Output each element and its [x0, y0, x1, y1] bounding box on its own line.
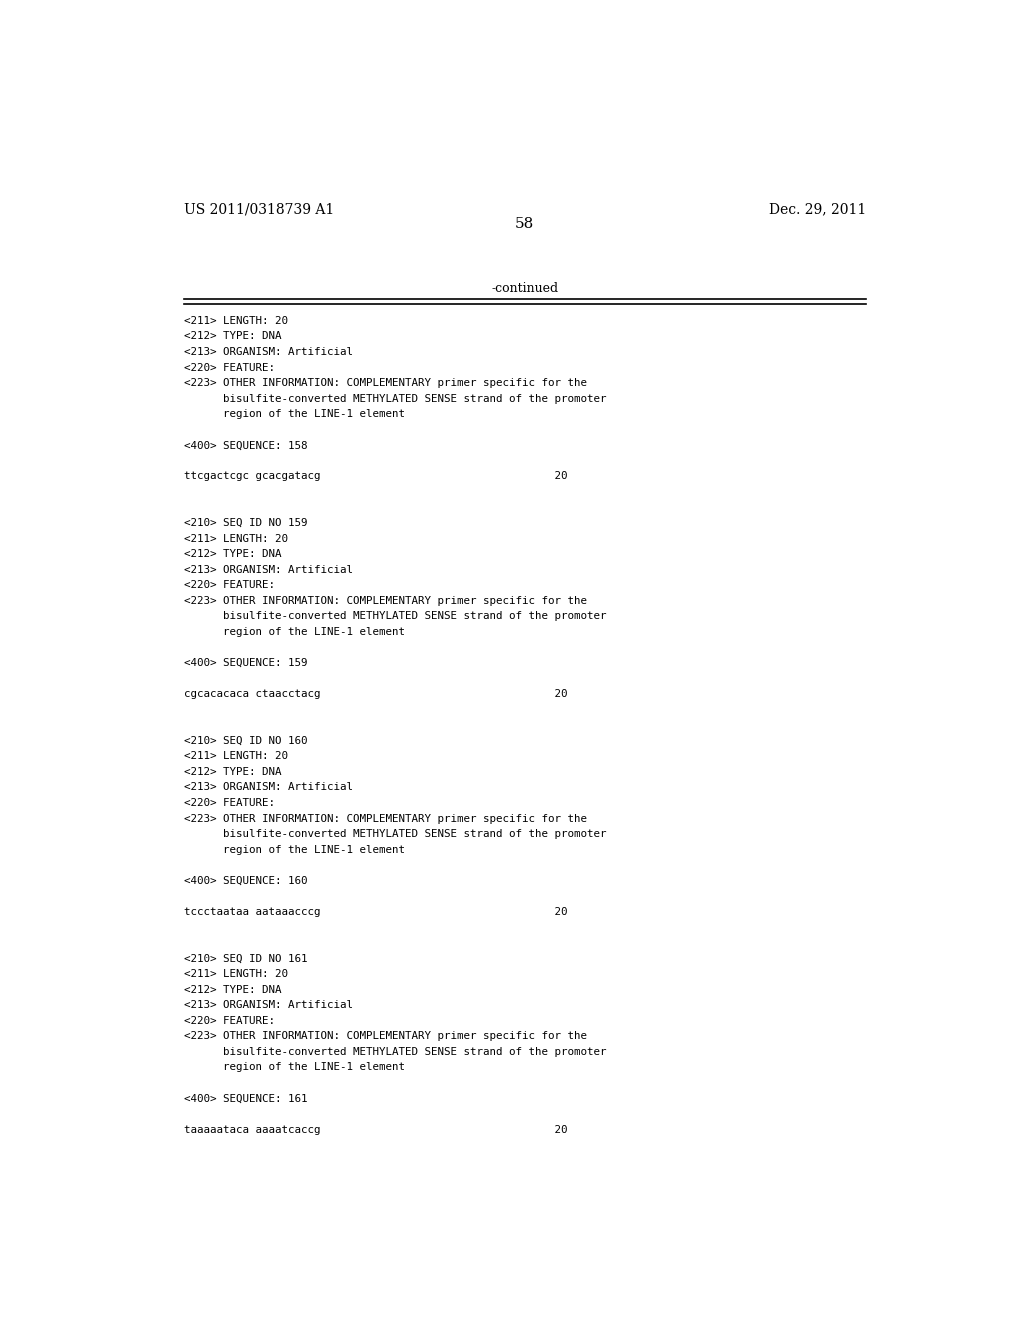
Text: US 2011/0318739 A1: US 2011/0318739 A1	[183, 202, 334, 216]
Text: bisulfite-converted METHYLATED SENSE strand of the promoter: bisulfite-converted METHYLATED SENSE str…	[183, 1047, 606, 1057]
Text: <220> FEATURE:: <220> FEATURE:	[183, 363, 274, 372]
Text: <213> ORGANISM: Artificial: <213> ORGANISM: Artificial	[183, 783, 352, 792]
Text: region of the LINE-1 element: region of the LINE-1 element	[183, 1063, 404, 1072]
Text: <220> FEATURE:: <220> FEATURE:	[183, 1015, 274, 1026]
Text: <223> OTHER INFORMATION: COMPLEMENTARY primer specific for the: <223> OTHER INFORMATION: COMPLEMENTARY p…	[183, 1031, 587, 1041]
Text: <210> SEQ ID NO 159: <210> SEQ ID NO 159	[183, 519, 307, 528]
Text: <212> TYPE: DNA: <212> TYPE: DNA	[183, 331, 281, 342]
Text: bisulfite-converted METHYLATED SENSE strand of the promoter: bisulfite-converted METHYLATED SENSE str…	[183, 829, 606, 840]
Text: 58: 58	[515, 218, 535, 231]
Text: bisulfite-converted METHYLATED SENSE strand of the promoter: bisulfite-converted METHYLATED SENSE str…	[183, 611, 606, 622]
Text: <213> ORGANISM: Artificial: <213> ORGANISM: Artificial	[183, 1001, 352, 1010]
Text: -continued: -continued	[492, 282, 558, 296]
Text: <212> TYPE: DNA: <212> TYPE: DNA	[183, 985, 281, 995]
Text: <212> TYPE: DNA: <212> TYPE: DNA	[183, 767, 281, 777]
Text: <211> LENGTH: 20: <211> LENGTH: 20	[183, 533, 288, 544]
Text: <210> SEQ ID NO 161: <210> SEQ ID NO 161	[183, 953, 307, 964]
Text: <400> SEQUENCE: 160: <400> SEQUENCE: 160	[183, 875, 307, 886]
Text: ttcgactcgc gcacgatacg                                    20: ttcgactcgc gcacgatacg 20	[183, 471, 567, 482]
Text: <213> ORGANISM: Artificial: <213> ORGANISM: Artificial	[183, 347, 352, 356]
Text: <213> ORGANISM: Artificial: <213> ORGANISM: Artificial	[183, 565, 352, 574]
Text: region of the LINE-1 element: region of the LINE-1 element	[183, 627, 404, 638]
Text: <223> OTHER INFORMATION: COMPLEMENTARY primer specific for the: <223> OTHER INFORMATION: COMPLEMENTARY p…	[183, 595, 587, 606]
Text: <223> OTHER INFORMATION: COMPLEMENTARY primer specific for the: <223> OTHER INFORMATION: COMPLEMENTARY p…	[183, 378, 587, 388]
Text: <400> SEQUENCE: 158: <400> SEQUENCE: 158	[183, 441, 307, 450]
Text: <211> LENGTH: 20: <211> LENGTH: 20	[183, 751, 288, 762]
Text: <220> FEATURE:: <220> FEATURE:	[183, 581, 274, 590]
Text: <212> TYPE: DNA: <212> TYPE: DNA	[183, 549, 281, 560]
Text: region of the LINE-1 element: region of the LINE-1 element	[183, 409, 404, 420]
Text: tccctaataa aataaacccg                                    20: tccctaataa aataaacccg 20	[183, 907, 567, 917]
Text: <211> LENGTH: 20: <211> LENGTH: 20	[183, 969, 288, 979]
Text: <210> SEQ ID NO 160: <210> SEQ ID NO 160	[183, 735, 307, 746]
Text: <223> OTHER INFORMATION: COMPLEMENTARY primer specific for the: <223> OTHER INFORMATION: COMPLEMENTARY p…	[183, 813, 587, 824]
Text: <400> SEQUENCE: 159: <400> SEQUENCE: 159	[183, 659, 307, 668]
Text: Dec. 29, 2011: Dec. 29, 2011	[769, 202, 866, 216]
Text: cgcacacaca ctaacctacg                                    20: cgcacacaca ctaacctacg 20	[183, 689, 567, 700]
Text: <211> LENGTH: 20: <211> LENGTH: 20	[183, 315, 288, 326]
Text: <220> FEATURE:: <220> FEATURE:	[183, 799, 274, 808]
Text: <400> SEQUENCE: 161: <400> SEQUENCE: 161	[183, 1093, 307, 1104]
Text: region of the LINE-1 element: region of the LINE-1 element	[183, 845, 404, 854]
Text: taaaaataca aaaatcaccg                                    20: taaaaataca aaaatcaccg 20	[183, 1125, 567, 1135]
Text: bisulfite-converted METHYLATED SENSE strand of the promoter: bisulfite-converted METHYLATED SENSE str…	[183, 393, 606, 404]
